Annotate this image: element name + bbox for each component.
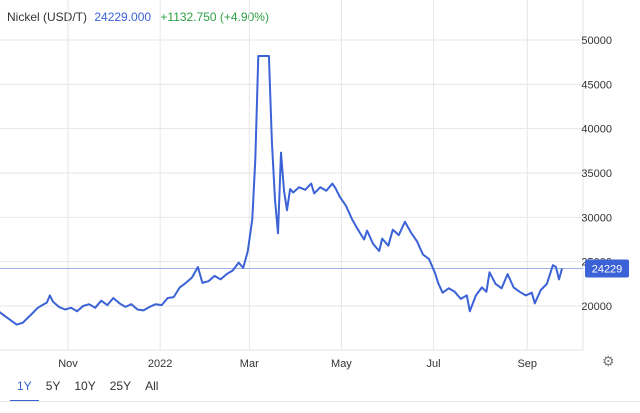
y-tick-label: 30000 <box>581 212 612 224</box>
range-button-25y[interactable]: 25Y <box>109 379 132 393</box>
x-tick-label: Nov <box>58 358 78 370</box>
y-tick-label: 50000 <box>581 35 612 47</box>
range-button-10y[interactable]: 10Y <box>74 379 96 393</box>
x-tick-label: Jul <box>427 358 441 370</box>
y-tick-label: 20000 <box>581 301 612 313</box>
x-tick-label: May <box>331 358 352 370</box>
range-button-all[interactable]: All <box>145 379 159 393</box>
x-axis: Nov 2022 Mar May Jul Sep <box>58 358 537 370</box>
y-tick-label: 35000 <box>581 168 612 180</box>
gear-icon[interactable]: ⚙ <box>602 353 615 369</box>
last-value-label: 24229 <box>585 259 629 278</box>
range-selector: 1Y 5Y 10Y 25Y All <box>10 371 165 402</box>
chart-grid <box>0 0 584 351</box>
series-group <box>0 55 563 326</box>
chart-header: Nickel (USD/T) 24229.000 +1132.750 (+4.9… <box>7 10 269 24</box>
y-tick-label: 40000 <box>581 124 612 136</box>
series-line-nickel <box>0 55 563 326</box>
x-tick-label: 2022 <box>148 358 172 370</box>
instrument-name: Nickel (USD/T) <box>7 10 87 24</box>
last-value-badge <box>585 259 629 278</box>
y-tick-label: 45000 <box>581 79 612 91</box>
instrument-price: 24229.000 <box>94 10 152 24</box>
divider <box>0 401 640 402</box>
last-value-text: 24229 <box>592 264 623 276</box>
x-tick-label: Sep <box>517 358 537 370</box>
range-button-1y[interactable]: 1Y <box>10 373 39 402</box>
x-tick-label: Mar <box>240 358 259 370</box>
instrument-change: +1132.750 (+4.90%) <box>160 10 269 24</box>
range-button-5y[interactable]: 5Y <box>45 379 61 393</box>
